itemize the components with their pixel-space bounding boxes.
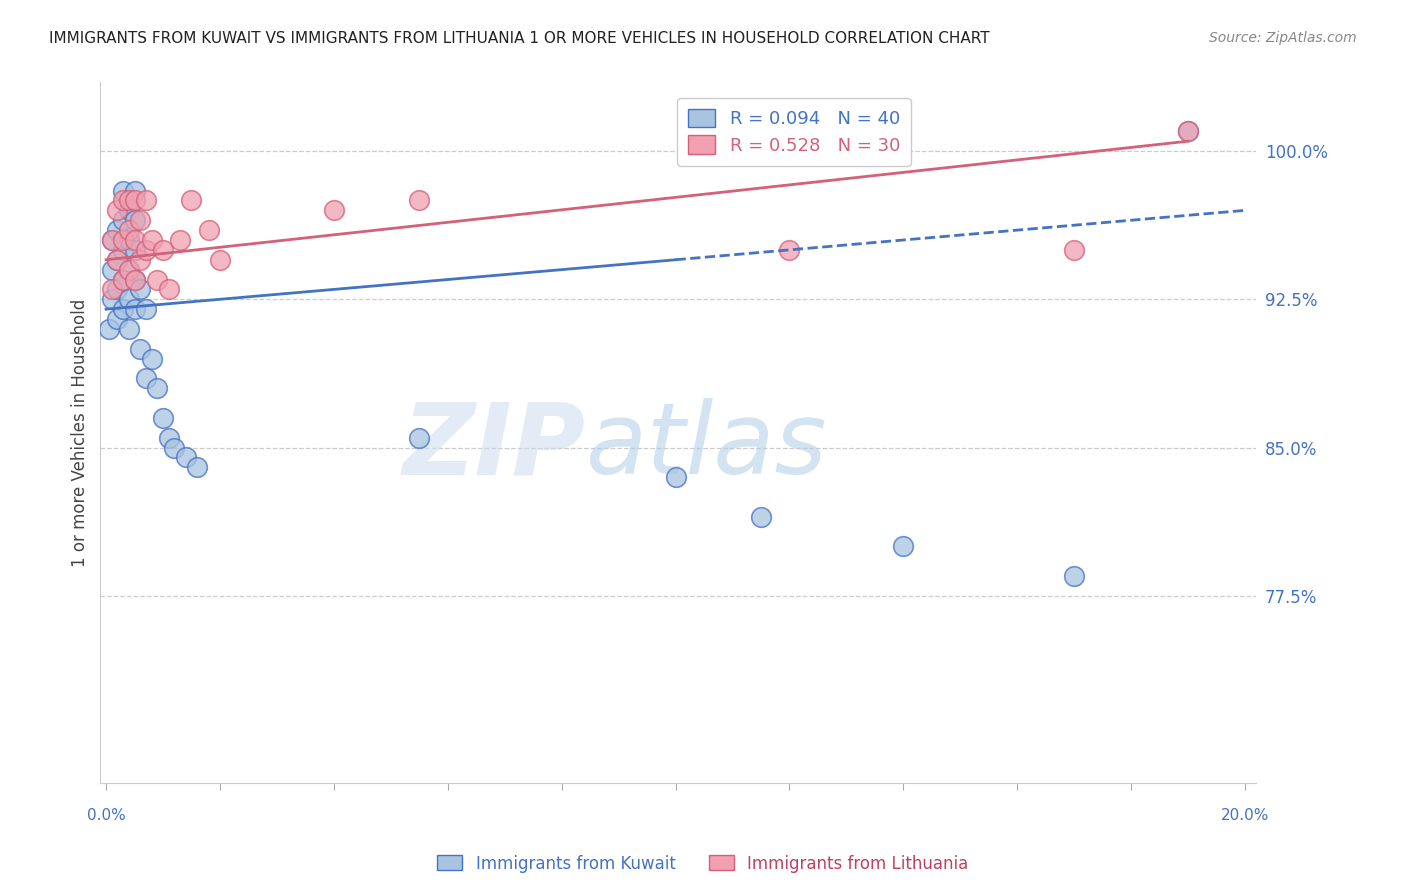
Point [118,233,141,247]
Point [112,194,135,208]
Text: ZIP: ZIP [404,398,586,495]
Point [157,431,180,445]
Point [124,213,146,227]
Point [146,381,169,395]
Point [141,351,163,366]
Text: 20.0%: 20.0% [1220,808,1270,823]
Point [129,282,152,296]
Point [118,223,141,237]
Point [118,194,141,208]
Point [1177,124,1199,138]
Point [135,194,157,208]
Text: IMMIGRANTS FROM KUWAIT VS IMMIGRANTS FROM LITHUANIA 1 OR MORE VEHICLES IN HOUSEH: IMMIGRANTS FROM KUWAIT VS IMMIGRANTS FRO… [49,31,990,46]
Point [129,213,152,227]
Point [157,282,180,296]
Point [141,233,163,247]
Text: 0.0%: 0.0% [87,808,125,823]
Point [100,293,122,307]
Point [107,312,129,326]
Text: atlas: atlas [586,398,828,495]
Point [124,233,146,247]
Point [891,539,914,553]
Point [100,282,122,296]
Point [129,252,152,267]
Point [112,272,135,286]
Point [186,460,208,475]
Point [112,243,135,257]
Point [208,252,231,267]
Point [169,233,191,247]
Point [152,243,174,257]
Point [1063,569,1085,583]
Point [146,272,169,286]
Point [97,322,120,336]
Point [107,252,129,267]
Point [100,233,122,247]
Point [124,272,146,286]
Point [664,470,686,484]
Point [135,302,157,317]
Point [408,431,430,445]
Point [118,262,141,277]
Y-axis label: 1 or more Vehicles in Household: 1 or more Vehicles in Household [72,299,89,566]
Point [124,243,146,257]
Point [1177,124,1199,138]
Point [174,450,197,465]
Point [118,203,141,218]
Point [100,233,122,247]
Point [322,203,344,218]
Legend: R = 0.094   N = 40, R = 0.528   N = 30: R = 0.094 N = 40, R = 0.528 N = 30 [678,98,911,166]
Point [112,302,135,317]
Legend: Immigrants from Kuwait, Immigrants from Lithuania: Immigrants from Kuwait, Immigrants from … [430,848,976,880]
Point [118,262,141,277]
Point [1063,243,1085,257]
Point [107,252,129,267]
Point [107,223,129,237]
Point [112,184,135,198]
Point [124,194,146,208]
Point [163,441,186,455]
Point [152,410,174,425]
Point [180,194,202,208]
Point [749,509,772,524]
Point [408,194,430,208]
Point [129,342,152,356]
Point [107,203,129,218]
Point [135,243,157,257]
Point [118,322,141,336]
Point [124,302,146,317]
Point [135,371,157,385]
Point [197,223,219,237]
Point [112,233,135,247]
Point [124,272,146,286]
Point [107,282,129,296]
Point [100,262,122,277]
Point [124,184,146,198]
Point [112,272,135,286]
Text: Source: ZipAtlas.com: Source: ZipAtlas.com [1209,31,1357,45]
Point [778,243,800,257]
Point [112,213,135,227]
Point [118,293,141,307]
